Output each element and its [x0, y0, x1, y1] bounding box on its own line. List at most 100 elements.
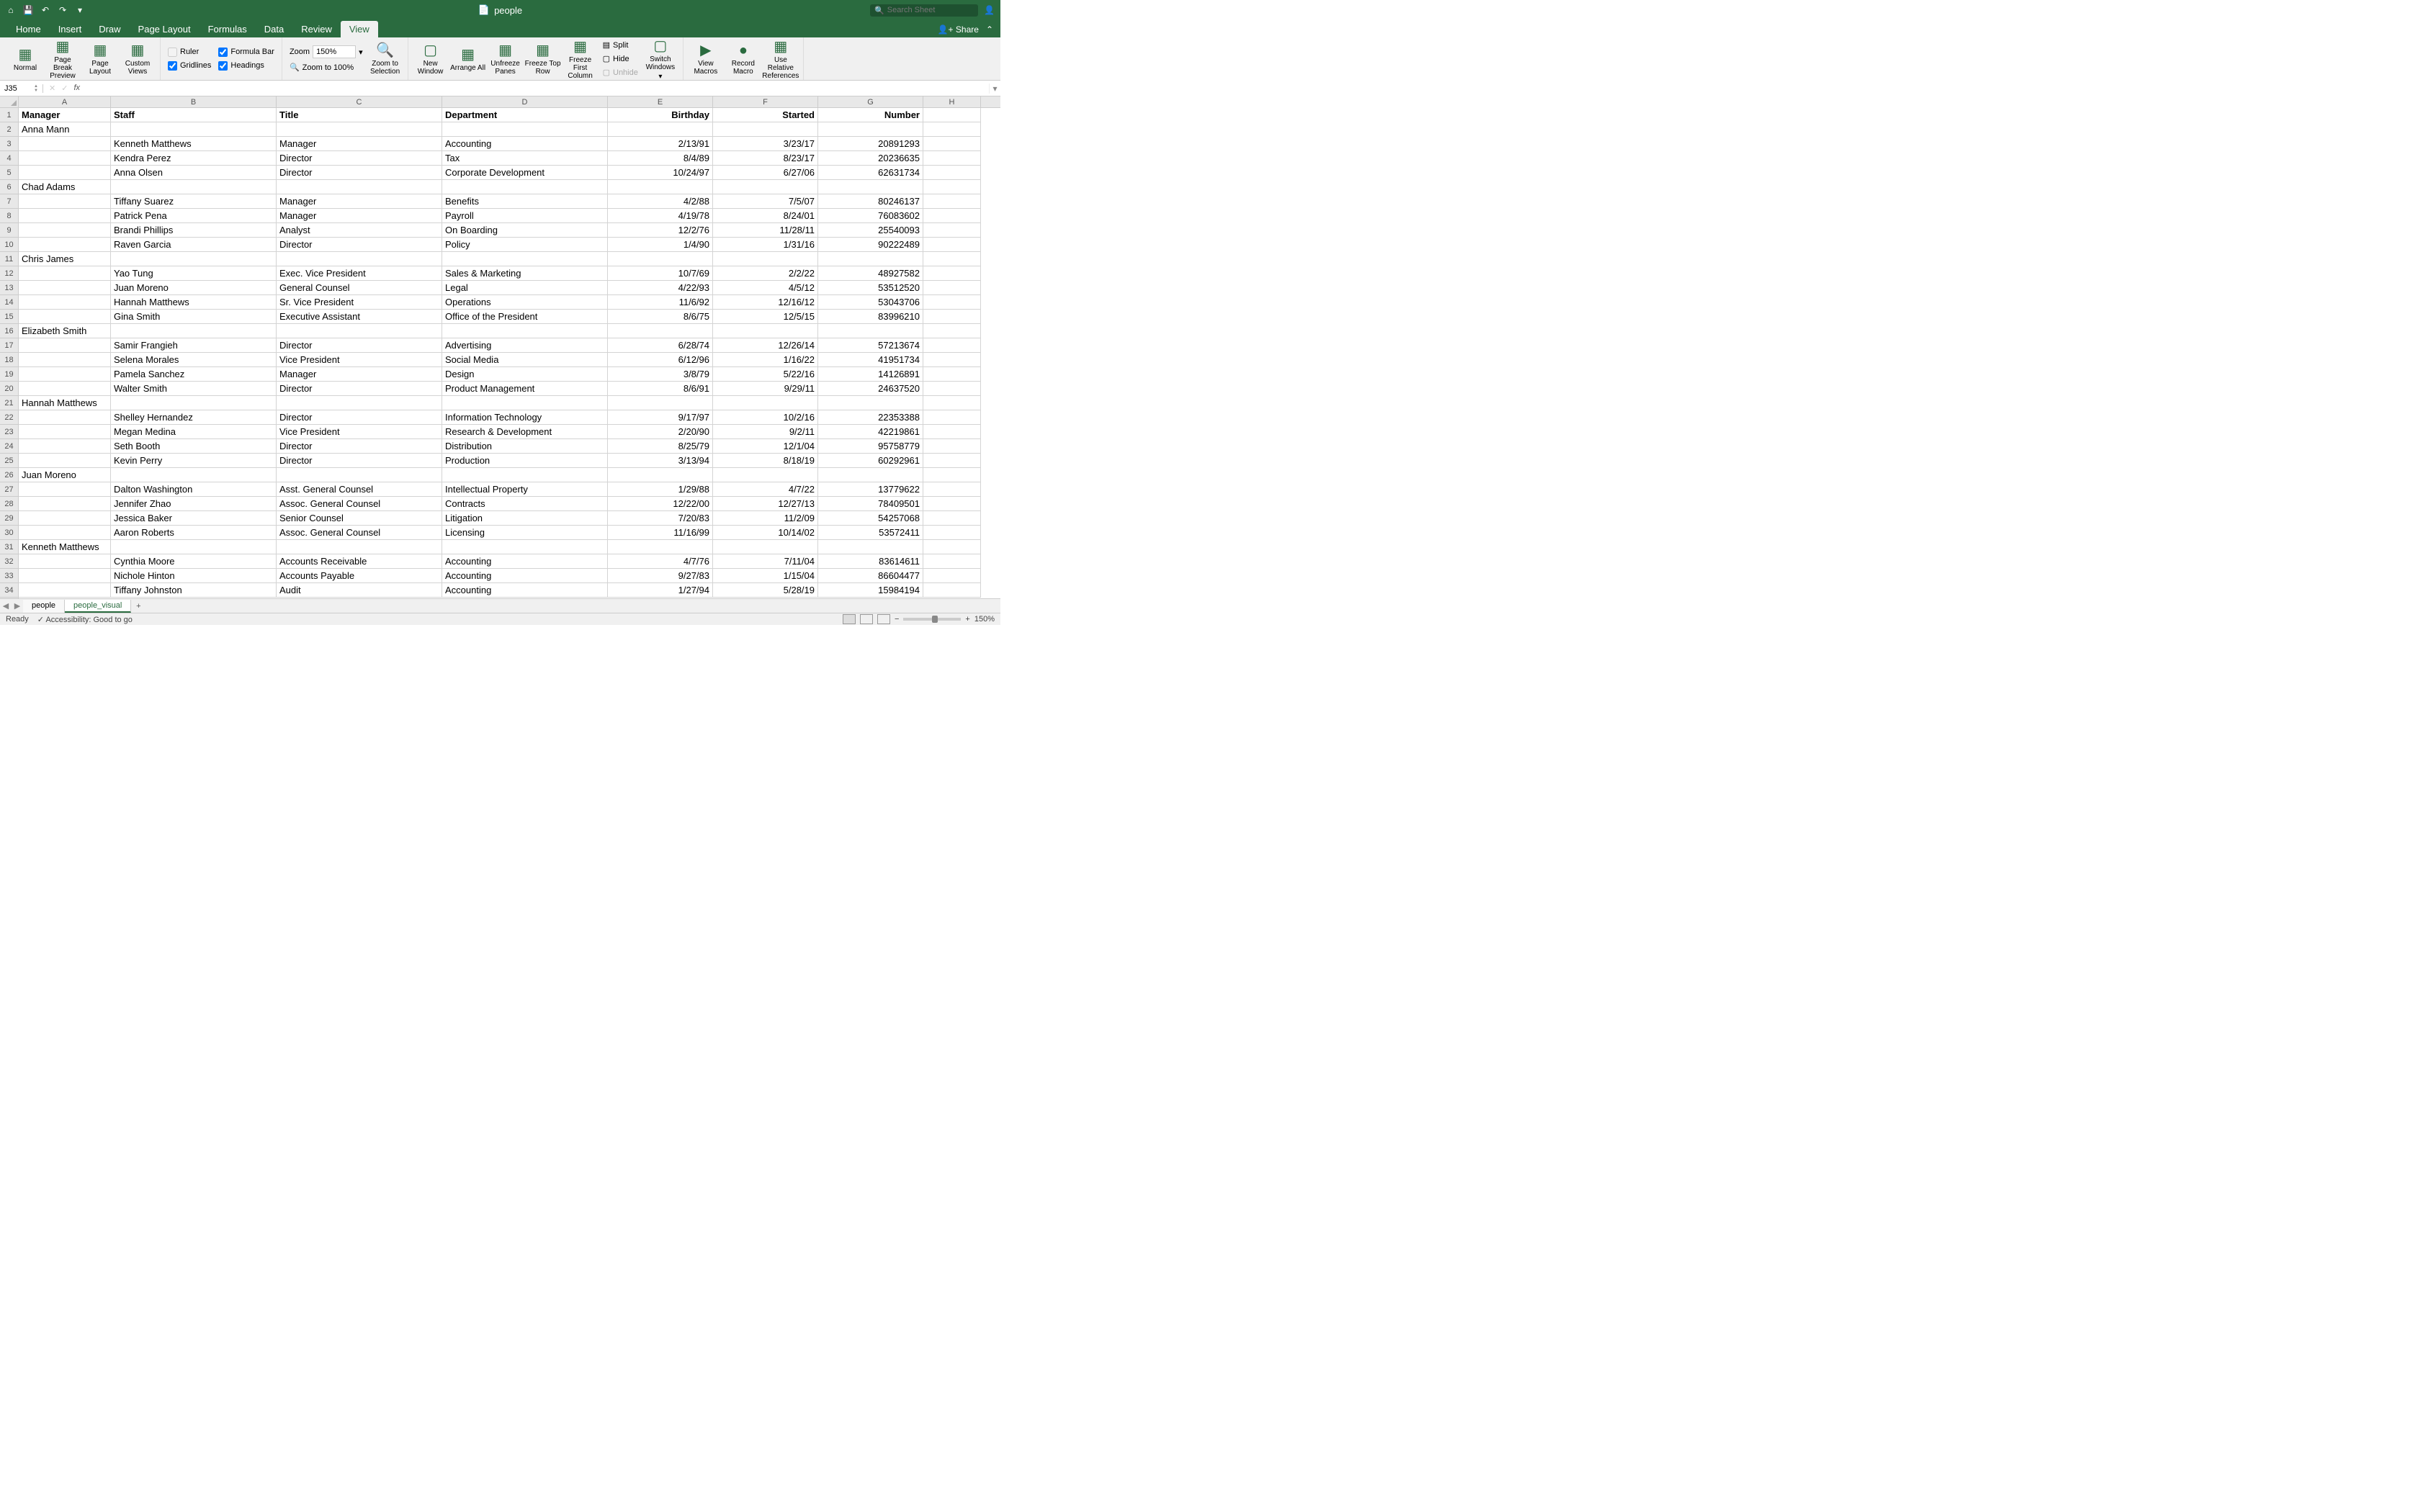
column-header-G[interactable]: G	[818, 96, 923, 107]
cell[interactable]: 12/5/15	[713, 310, 818, 324]
sheet-nav-prev-icon[interactable]: ◀	[0, 601, 12, 611]
cell[interactable]: 13779622	[818, 482, 923, 497]
cell[interactable]: 12/16/12	[713, 295, 818, 310]
cell[interactable]: Director	[277, 454, 442, 468]
add-sheet-button[interactable]: +	[131, 602, 145, 611]
cell[interactable]	[818, 468, 923, 482]
cell[interactable]: 8/23/17	[713, 151, 818, 166]
cell[interactable]	[19, 526, 111, 540]
cell[interactable]	[277, 468, 442, 482]
cell[interactable]: Analyst	[277, 223, 442, 238]
cell[interactable]: Jennifer Zhao	[111, 497, 277, 511]
cell[interactable]	[923, 108, 981, 122]
row-header-9[interactable]: 9	[0, 223, 18, 238]
select-all-corner[interactable]	[0, 96, 19, 108]
cell[interactable]	[442, 122, 608, 137]
cell[interactable]	[19, 497, 111, 511]
cell[interactable]: Hannah Matthews	[111, 295, 277, 310]
headings-checkbox[interactable]: Headings	[215, 60, 277, 72]
cell[interactable]: Hannah Matthews	[19, 396, 111, 410]
cell[interactable]	[923, 137, 981, 151]
row-header-31[interactable]: 31	[0, 540, 18, 554]
cell[interactable]: 8/6/75	[608, 310, 713, 324]
cell[interactable]	[923, 238, 981, 252]
cell[interactable]: 12/26/14	[713, 338, 818, 353]
zoom-input[interactable]	[313, 45, 356, 58]
relative-references-button[interactable]: ▦Use Relative References	[763, 40, 799, 78]
cell[interactable]	[923, 194, 981, 209]
cell[interactable]: 80246137	[818, 194, 923, 209]
cell[interactable]: 1/4/90	[608, 238, 713, 252]
tab-draw[interactable]: Draw	[90, 21, 129, 37]
zoom-out-button[interactable]: −	[895, 615, 899, 624]
cell[interactable]: 20236635	[818, 151, 923, 166]
cell[interactable]: Chad Adams	[19, 180, 111, 194]
cell[interactable]: Cynthia Moore	[111, 554, 277, 569]
cell[interactable]: Contracts	[442, 497, 608, 511]
cell[interactable]: 4/2/88	[608, 194, 713, 209]
cell[interactable]: 12/22/00	[608, 497, 713, 511]
undo-icon[interactable]: ↶	[40, 5, 50, 15]
cell[interactable]: 25540093	[818, 223, 923, 238]
cell[interactable]: 83614611	[818, 554, 923, 569]
cell[interactable]: Vice President	[277, 425, 442, 439]
row-header-23[interactable]: 23	[0, 425, 18, 439]
cell[interactable]: Litigation	[442, 511, 608, 526]
cell[interactable]: Vice President	[277, 353, 442, 367]
row-header-6[interactable]: 6	[0, 180, 18, 194]
cell[interactable]: Accounts Payable	[277, 569, 442, 583]
cell[interactable]: Director	[277, 338, 442, 353]
cell[interactable]: Staff	[111, 108, 277, 122]
unfreeze-panes-button[interactable]: ▦Unfreeze Panes	[488, 40, 524, 78]
cell[interactable]	[713, 252, 818, 266]
cell[interactable]: Tiffany Suarez	[111, 194, 277, 209]
cell[interactable]: 83996210	[818, 310, 923, 324]
cell[interactable]: 12/2/76	[608, 223, 713, 238]
cell[interactable]	[923, 569, 981, 583]
cell[interactable]: Director	[277, 439, 442, 454]
cell[interactable]: Raven Garcia	[111, 238, 277, 252]
cell[interactable]: 11/6/92	[608, 295, 713, 310]
cell[interactable]: Patrick Pena	[111, 209, 277, 223]
cell[interactable]: Advertising	[442, 338, 608, 353]
cell[interactable]: 57213674	[818, 338, 923, 353]
cell[interactable]	[608, 122, 713, 137]
cell[interactable]: 8/25/79	[608, 439, 713, 454]
cell[interactable]: Policy	[442, 238, 608, 252]
cell[interactable]: 9/2/11	[713, 425, 818, 439]
cell[interactable]	[19, 137, 111, 151]
cell[interactable]: Manager	[277, 209, 442, 223]
cell[interactable]	[713, 396, 818, 410]
cell[interactable]	[111, 324, 277, 338]
cell[interactable]: Director	[277, 166, 442, 180]
new-window-button[interactable]: ▢New Window	[413, 40, 449, 78]
cell[interactable]	[923, 425, 981, 439]
cell[interactable]	[923, 281, 981, 295]
row-header-32[interactable]: 32	[0, 554, 18, 569]
row-header-5[interactable]: 5	[0, 166, 18, 180]
user-icon[interactable]: 👤	[984, 5, 995, 15]
cell[interactable]	[923, 353, 981, 367]
cell[interactable]: Sr. Vice President	[277, 295, 442, 310]
collapse-ribbon-icon[interactable]: ⌃	[986, 24, 993, 35]
cell[interactable]	[608, 540, 713, 554]
cell[interactable]: 48927582	[818, 266, 923, 281]
cell[interactable]	[19, 410, 111, 425]
row-header-11[interactable]: 11	[0, 252, 18, 266]
cell[interactable]: Aaron Roberts	[111, 526, 277, 540]
cell[interactable]: 1/29/88	[608, 482, 713, 497]
cell[interactable]: 7/11/04	[713, 554, 818, 569]
cell[interactable]	[608, 468, 713, 482]
tab-home[interactable]: Home	[7, 21, 50, 37]
cell[interactable]: 5/22/16	[713, 367, 818, 382]
cell[interactable]: 2/2/22	[713, 266, 818, 281]
cell[interactable]: Accounts Receivable	[277, 554, 442, 569]
cell[interactable]	[111, 540, 277, 554]
cell[interactable]	[923, 310, 981, 324]
row-header-25[interactable]: 25	[0, 454, 18, 468]
cell[interactable]	[19, 353, 111, 367]
cell[interactable]: Number	[818, 108, 923, 122]
sheet-nav-next-icon[interactable]: ▶	[12, 601, 23, 611]
row-header-13[interactable]: 13	[0, 281, 18, 295]
tab-formulas[interactable]: Formulas	[200, 21, 256, 37]
